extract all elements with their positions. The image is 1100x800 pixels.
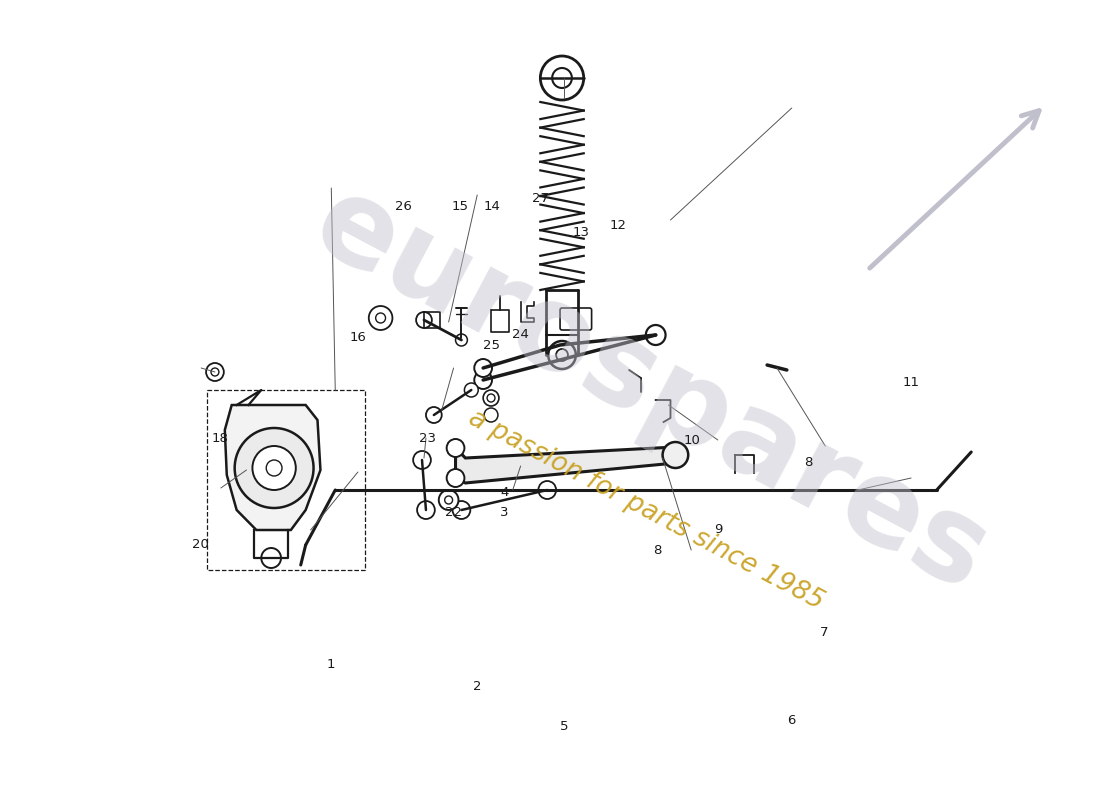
- Text: 27: 27: [531, 192, 549, 205]
- Circle shape: [439, 490, 459, 510]
- Circle shape: [557, 349, 568, 361]
- Text: 8: 8: [804, 456, 812, 469]
- Text: 8: 8: [653, 544, 661, 557]
- Circle shape: [552, 68, 572, 88]
- Text: 6: 6: [788, 714, 796, 726]
- Text: 11: 11: [903, 376, 920, 389]
- Circle shape: [474, 371, 492, 389]
- Text: 9: 9: [714, 523, 723, 536]
- Polygon shape: [455, 447, 675, 483]
- Circle shape: [234, 428, 313, 508]
- Text: 14: 14: [484, 200, 500, 213]
- Circle shape: [464, 383, 478, 397]
- Circle shape: [538, 481, 557, 499]
- Circle shape: [452, 501, 471, 519]
- Text: 1: 1: [327, 658, 336, 670]
- Circle shape: [444, 496, 452, 504]
- Text: eurospares: eurospares: [295, 164, 1008, 616]
- Circle shape: [416, 312, 432, 328]
- Text: 25: 25: [483, 339, 499, 352]
- Text: 16: 16: [350, 331, 366, 344]
- Circle shape: [484, 408, 498, 422]
- Circle shape: [646, 325, 666, 345]
- Circle shape: [211, 368, 219, 376]
- FancyBboxPatch shape: [560, 308, 592, 330]
- Text: 23: 23: [419, 432, 436, 445]
- Text: 4: 4: [500, 486, 508, 498]
- Circle shape: [414, 451, 431, 469]
- Text: 18: 18: [211, 432, 229, 445]
- Text: a passion for parts since 1985: a passion for parts since 1985: [464, 405, 828, 615]
- Circle shape: [376, 313, 385, 323]
- Circle shape: [206, 363, 223, 381]
- Text: 15: 15: [451, 200, 469, 213]
- Text: 13: 13: [573, 226, 590, 238]
- Circle shape: [447, 439, 464, 457]
- Circle shape: [417, 501, 434, 519]
- Text: 3: 3: [500, 506, 508, 518]
- Circle shape: [426, 407, 442, 423]
- Circle shape: [483, 390, 499, 406]
- Circle shape: [474, 359, 492, 377]
- Text: 5: 5: [560, 720, 569, 733]
- Text: 10: 10: [683, 434, 701, 446]
- Text: 24: 24: [513, 328, 529, 341]
- Circle shape: [662, 442, 689, 468]
- Text: 22: 22: [444, 506, 462, 518]
- Circle shape: [540, 56, 584, 100]
- Circle shape: [548, 341, 575, 369]
- Circle shape: [487, 394, 495, 402]
- Circle shape: [368, 306, 393, 330]
- Text: 7: 7: [821, 626, 828, 638]
- Circle shape: [266, 460, 282, 476]
- Circle shape: [262, 548, 280, 568]
- Polygon shape: [224, 405, 320, 530]
- Text: 26: 26: [395, 200, 411, 213]
- Text: 20: 20: [192, 538, 209, 550]
- Circle shape: [455, 334, 468, 346]
- Circle shape: [252, 446, 296, 490]
- Text: 12: 12: [609, 219, 627, 232]
- Text: 2: 2: [473, 680, 482, 693]
- Circle shape: [447, 469, 464, 487]
